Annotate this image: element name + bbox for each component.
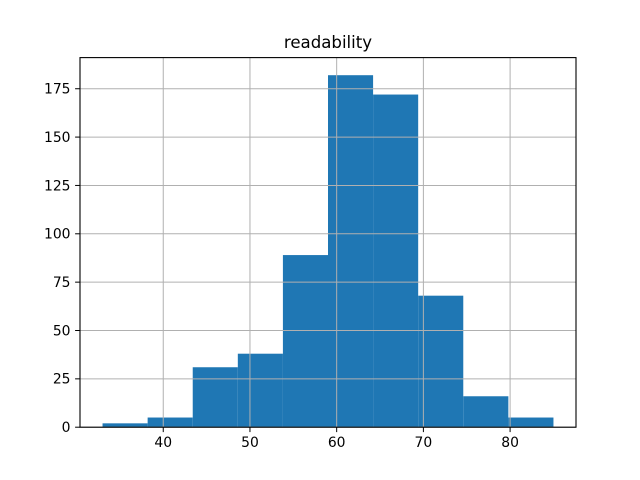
histogram-bar (102, 423, 148, 428)
histogram-bar (373, 94, 419, 428)
x-tick-label: 80 (501, 435, 519, 451)
y-tick-label: 0 (62, 420, 71, 436)
histogram-bar (328, 75, 374, 428)
histogram-bar (237, 353, 283, 428)
x-tick-label: 70 (415, 435, 433, 451)
histogram-bar (463, 396, 509, 428)
y-tick-label: 50 (53, 323, 71, 339)
bars-layer (102, 75, 554, 428)
chart-title: readability (284, 33, 372, 52)
histogram-bar (282, 255, 328, 428)
y-tick-label: 150 (44, 130, 71, 146)
axes-layer: 40 50 60 70 80 0 25 50 75 100 125 150 175 (44, 57, 577, 451)
y-tick-label: 75 (53, 275, 71, 291)
histogram-bar (192, 367, 238, 428)
y-tick-label: 175 (44, 82, 71, 98)
x-tick-label: 60 (328, 435, 346, 451)
histogram-bar (508, 417, 554, 428)
plot-border (79, 57, 577, 428)
histogram-bar (418, 295, 464, 428)
x-tick-label: 40 (154, 435, 172, 451)
x-tick-label: 50 (241, 435, 259, 451)
y-tick-label: 100 (44, 227, 71, 243)
histogram-bar (147, 417, 193, 428)
y-tick-label: 125 (44, 178, 71, 194)
y-tick-label: 25 (53, 372, 71, 388)
